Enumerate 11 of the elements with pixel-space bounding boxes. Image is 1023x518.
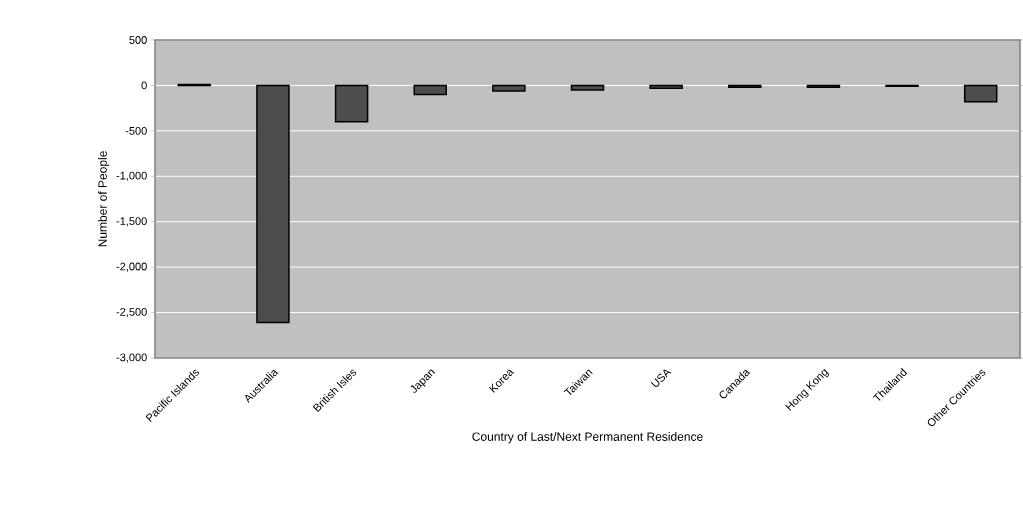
y-tick-label: -2,000 — [116, 262, 147, 272]
y-axis-title: Number of People — [98, 151, 110, 247]
y-tick-label: -500 — [125, 126, 147, 135]
x-tick-label: USA — [650, 369, 672, 388]
y-tick-label: -1,500 — [116, 217, 147, 227]
y-tick-label: -3,000 — [116, 353, 147, 363]
y-tick-label: 0 — [141, 81, 147, 90]
y-tick-label: 500 — [129, 36, 147, 44]
y-tick-label: -2,500 — [116, 308, 147, 318]
y-tick-label: -1,000 — [116, 171, 147, 181]
x-axis-title: Country of Last/Next Permanent Residence — [472, 432, 703, 444]
